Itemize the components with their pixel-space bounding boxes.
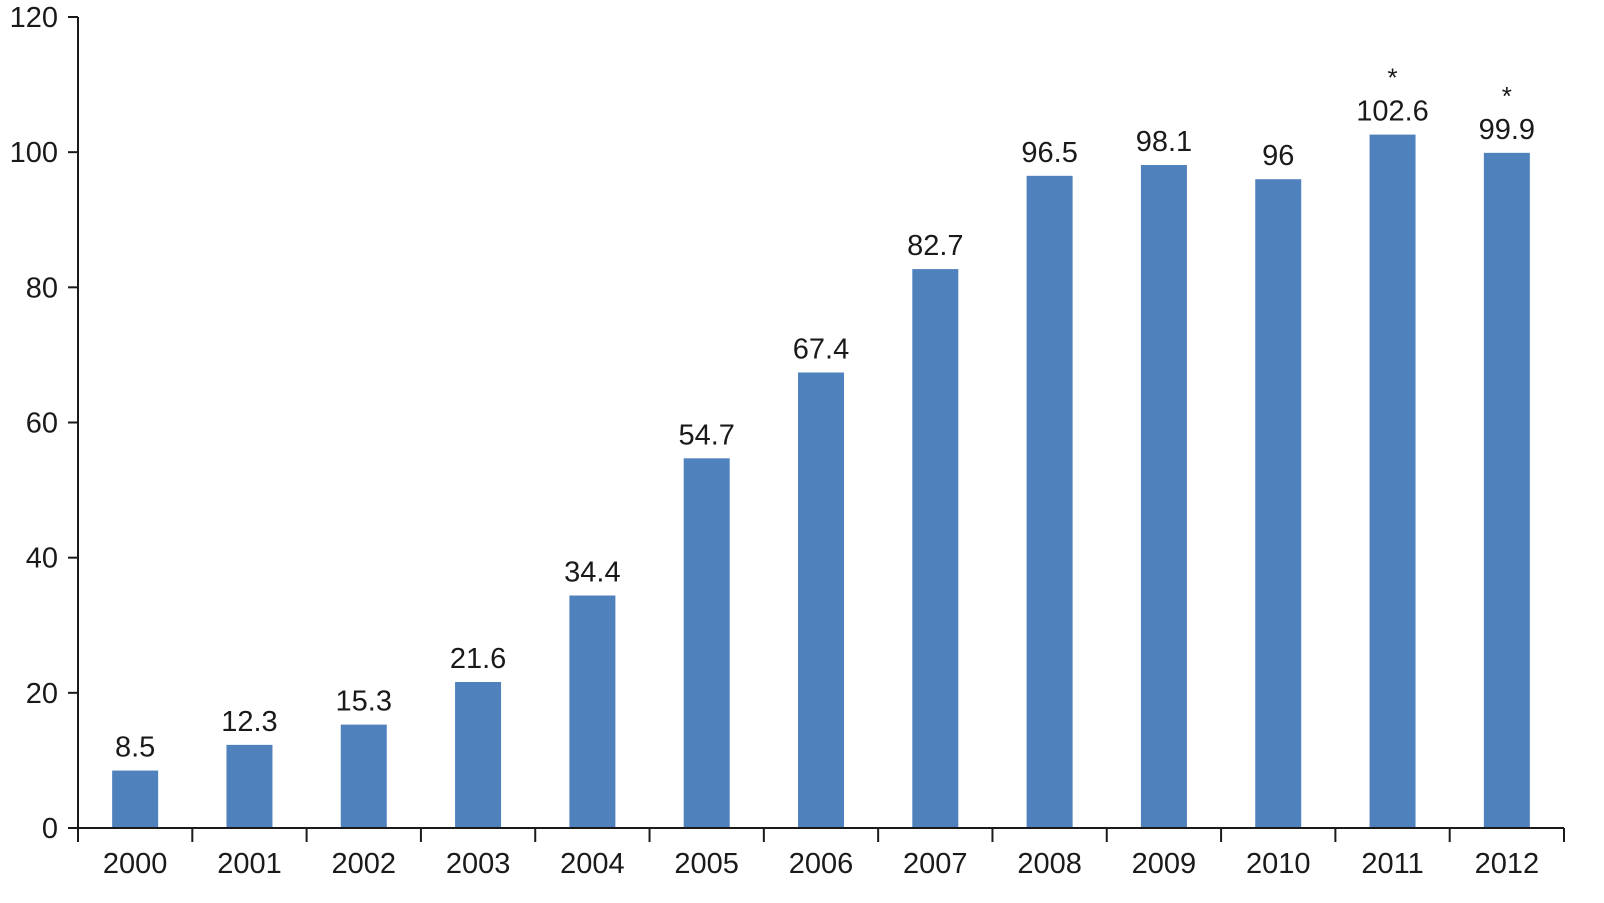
x-tick-label: 2010 (1246, 848, 1311, 880)
data-label: 96 (1262, 140, 1294, 172)
bar-2008 (1026, 175, 1073, 829)
x-tick-label: 2009 (1132, 848, 1197, 880)
bar-2011 (1369, 134, 1416, 829)
bar-2012 (1483, 152, 1530, 828)
y-tick-label: 60 (26, 408, 58, 440)
x-tick-label: 2003 (446, 848, 511, 880)
x-tick-label: 2008 (1017, 848, 1082, 880)
bar-2000 (112, 770, 159, 828)
y-tick-label: 80 (26, 272, 58, 304)
data-label: 12.3 (221, 706, 277, 738)
y-tick-label: 40 (26, 543, 58, 575)
data-label: 98.1 (1136, 126, 1192, 158)
x-tick-label: 2004 (560, 848, 625, 880)
bar-2005 (683, 458, 730, 828)
data-label: 67.4 (793, 333, 849, 365)
data-label: 102.6 (1356, 96, 1429, 128)
bar-2004 (569, 595, 616, 828)
x-tick-label: 2001 (217, 848, 282, 880)
data-label: 8.5 (115, 732, 155, 764)
x-tick-label: 2007 (903, 848, 968, 880)
x-axis-ticks: 2000 2001 2002 2003 2004 2005 2006 2007 2008 2009… (77, 828, 1565, 880)
data-label: 96.5 (1021, 137, 1077, 169)
bar-2003 (455, 682, 502, 828)
x-tick-label: 2000 (103, 848, 168, 880)
data-labels: 8.5 12.3 15.3 21.6 34.4 54.7 67.4 82.7 96.5 98.1 9… (115, 63, 1535, 764)
y-tick-label: 0 (42, 813, 58, 845)
data-label: 82.7 (907, 230, 963, 262)
y-tick-label: 20 (26, 678, 58, 710)
data-label: 15.3 (336, 686, 392, 718)
x-tick-label: 2011 (1361, 848, 1423, 880)
x-tick-label: 2002 (332, 848, 397, 880)
annotation-mark: * (1387, 63, 1397, 93)
x-tick-label: 2005 (674, 848, 739, 880)
data-label: 99.9 (1479, 114, 1535, 146)
x-tick-label: 2012 (1475, 848, 1540, 880)
bar-2006 (798, 372, 844, 828)
data-label: 54.7 (678, 419, 734, 451)
bar-2002 (340, 724, 387, 828)
y-tick-label: 100 (10, 137, 58, 169)
bars (112, 134, 1530, 829)
data-label: 34.4 (564, 557, 620, 589)
bar-2007 (912, 269, 959, 829)
y-tick-label: 120 (10, 2, 58, 34)
bar-2001 (226, 744, 273, 828)
data-label: 21.6 (450, 643, 506, 675)
annotation-mark: * (1502, 81, 1512, 111)
x-tick-label: 2006 (789, 848, 854, 880)
bar-2009 (1140, 165, 1187, 828)
y-axis-ticks: 0 20 40 60 80 100 120 (10, 2, 78, 845)
bar-2010 (1255, 179, 1302, 828)
